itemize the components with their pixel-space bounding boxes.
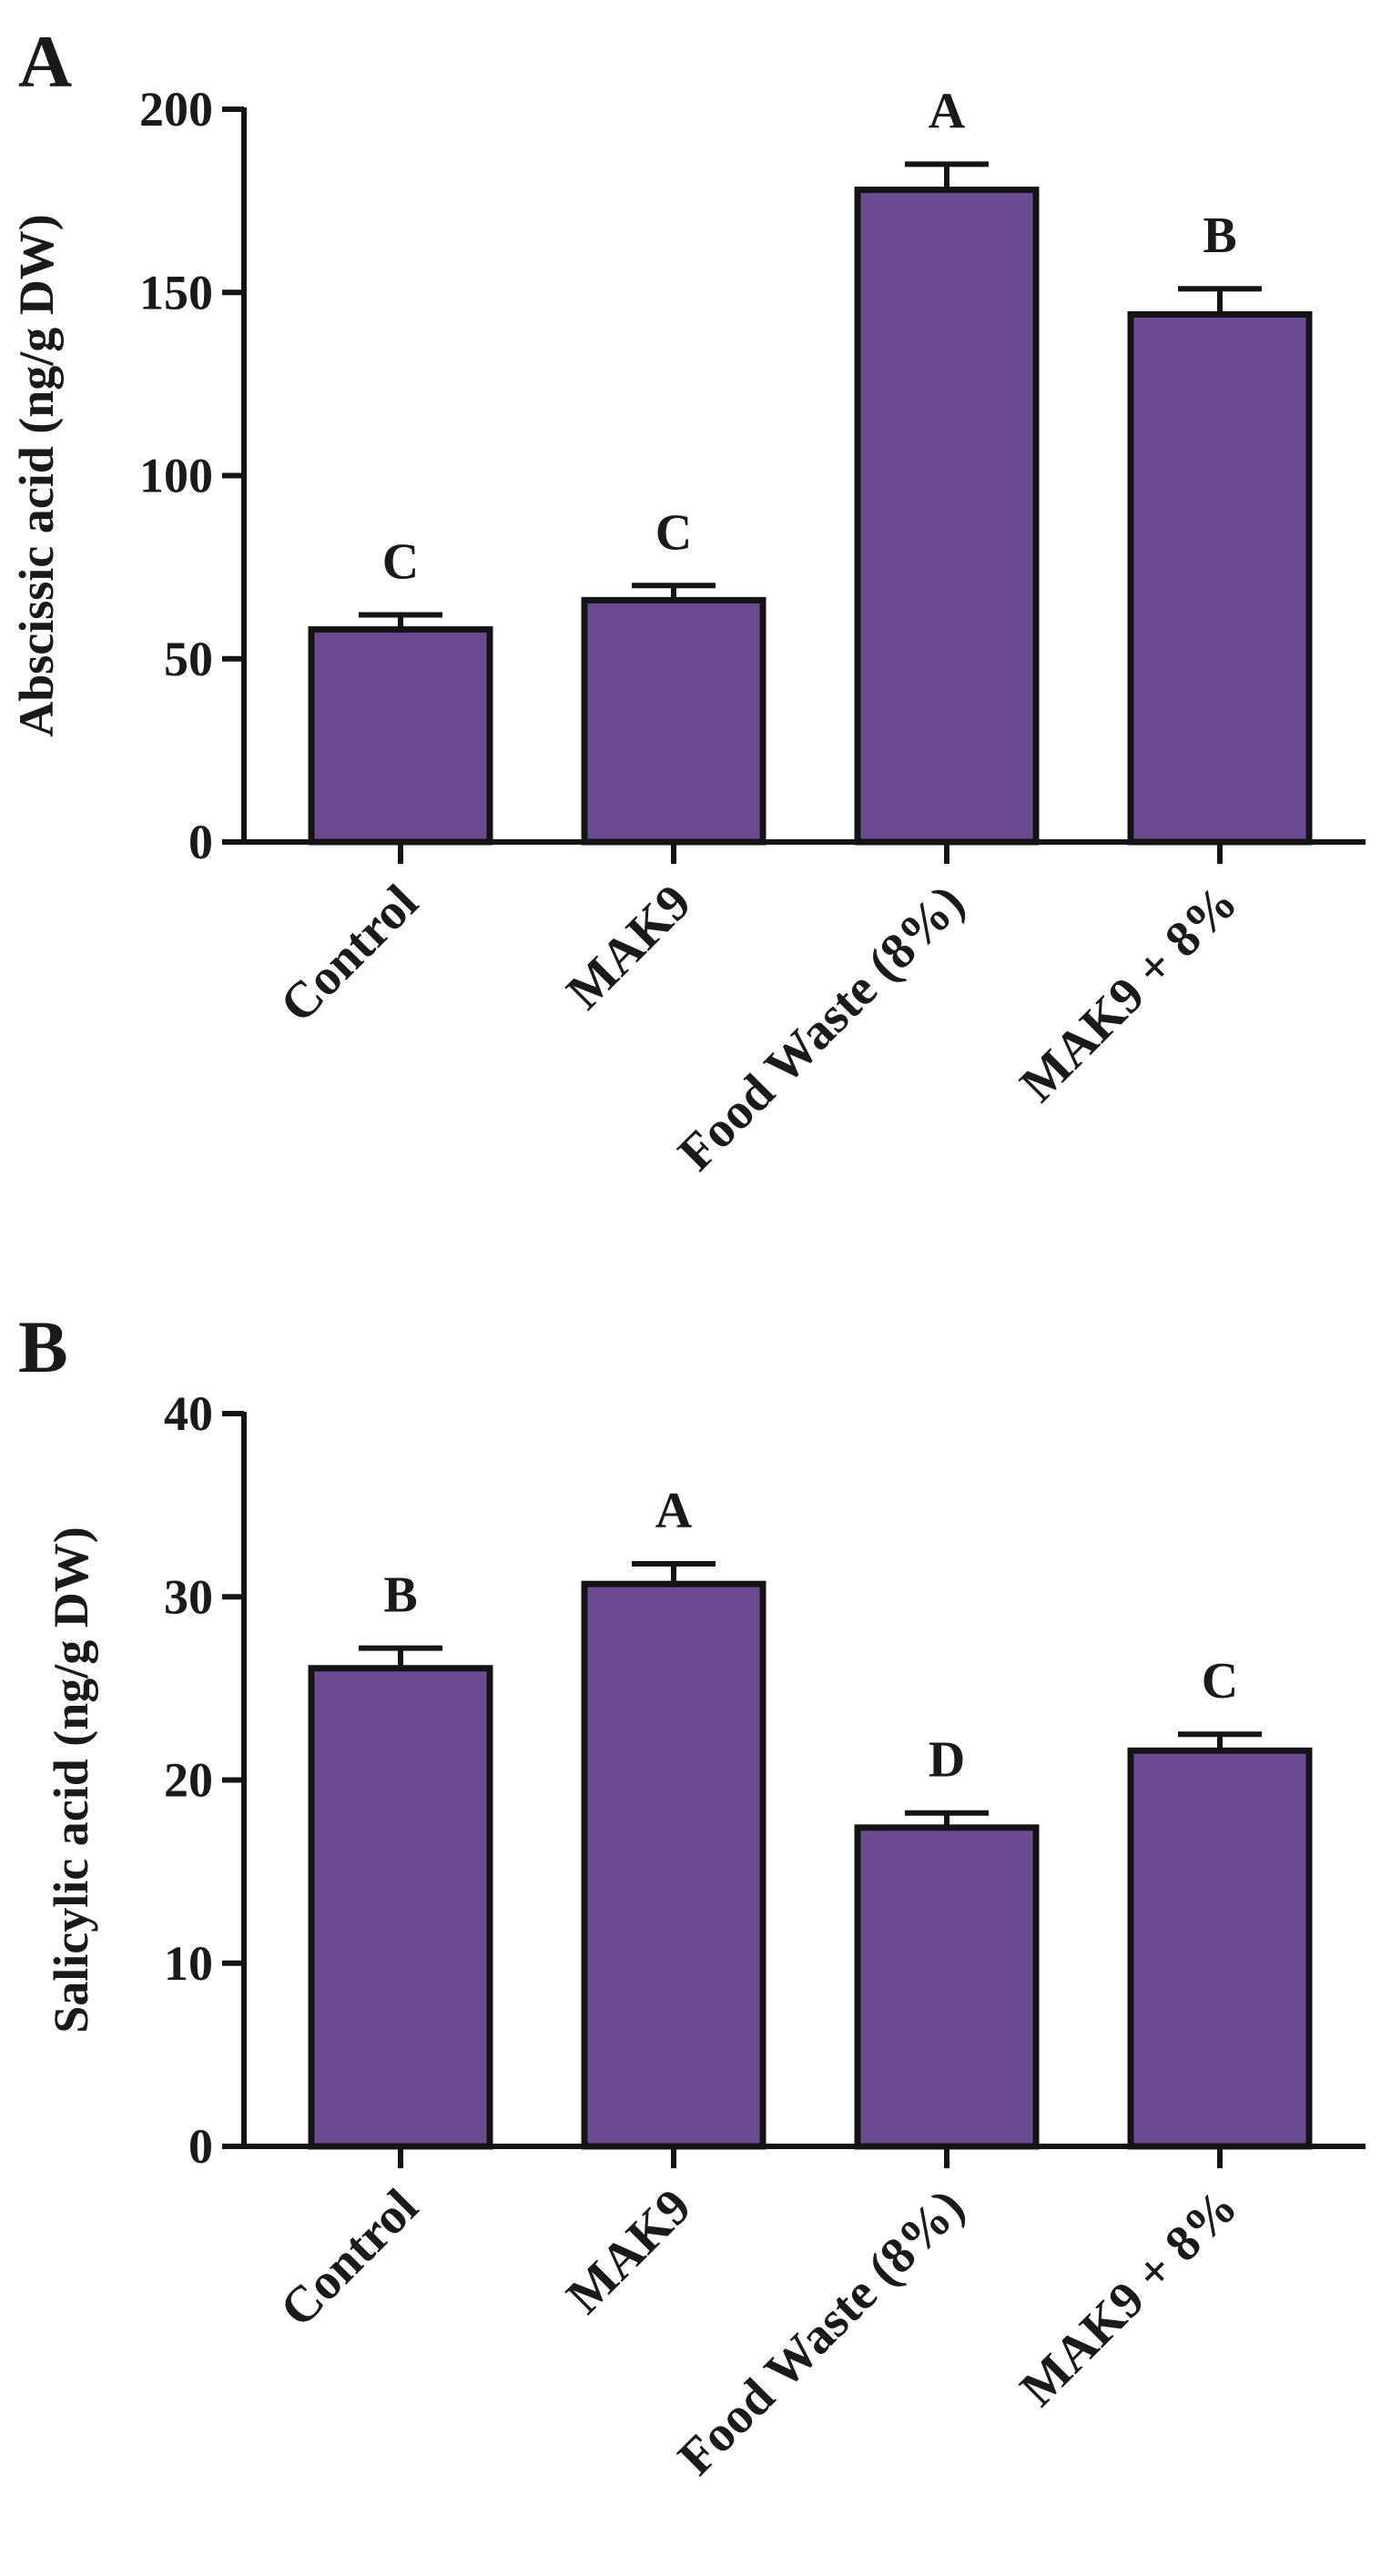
bar	[581, 1580, 767, 2150]
y-tick-label: 200	[139, 82, 213, 137]
x-tick-label: MAK9 + 8%	[1010, 2178, 1248, 2417]
significance-letter: B	[1203, 208, 1236, 264]
x-tick-label: MAK9	[556, 874, 702, 1019]
panel-a-chart: A Abscissic acid (ng/g DW) 0 50 100 150 200 C Co…	[9, 20, 1366, 1182]
bar	[854, 1824, 1040, 2150]
x-tick-label: MAK9 + 8%	[1010, 874, 1248, 1112]
y-tick-label: 100	[139, 449, 213, 503]
significance-letter: C	[1202, 1653, 1238, 1709]
x-tick-label: Food Waste (8%)	[667, 874, 975, 1182]
bar	[308, 1665, 493, 2150]
x-tick-label: MAK9	[556, 2178, 702, 2324]
y-tick-label: 0	[188, 2119, 213, 2174]
y-tick-label: 50	[164, 632, 213, 686]
y-tick-label: 10	[164, 1936, 213, 1991]
y-tick-label: 0	[188, 815, 213, 869]
bar	[1127, 310, 1313, 846]
bar	[308, 626, 493, 846]
y-tick-label: 20	[164, 1753, 213, 1808]
y-tick-label: 40	[164, 1386, 213, 1441]
significance-letter: A	[655, 1483, 693, 1539]
y-tick-label: 150	[139, 265, 213, 319]
x-tick-label: Control	[269, 2178, 429, 2338]
bar	[854, 187, 1040, 846]
panel-b-chart: B Salicylic acid (ng/g DW) 0 10 20 30 40 B Contr…	[18, 1305, 1366, 2486]
significance-letter: C	[382, 533, 419, 590]
significance-letter: C	[655, 504, 692, 561]
significance-letter: D	[929, 1732, 965, 1789]
significance-letter: A	[929, 83, 966, 139]
x-tick-label: Control	[269, 874, 429, 1033]
bar	[1127, 1747, 1313, 2150]
bar	[581, 596, 767, 846]
panel-label: B	[18, 1305, 68, 1388]
y-tick-label: 30	[164, 1569, 213, 1624]
y-axis-title: Abscissic acid (ng/g DW)	[9, 214, 64, 737]
x-tick-label: Food Waste (8%)	[667, 2178, 975, 2486]
y-axis-title: Salicylic acid (ng/g DW)	[44, 1526, 98, 2033]
panel-label: A	[18, 20, 72, 103]
significance-letter: B	[383, 1567, 417, 1624]
